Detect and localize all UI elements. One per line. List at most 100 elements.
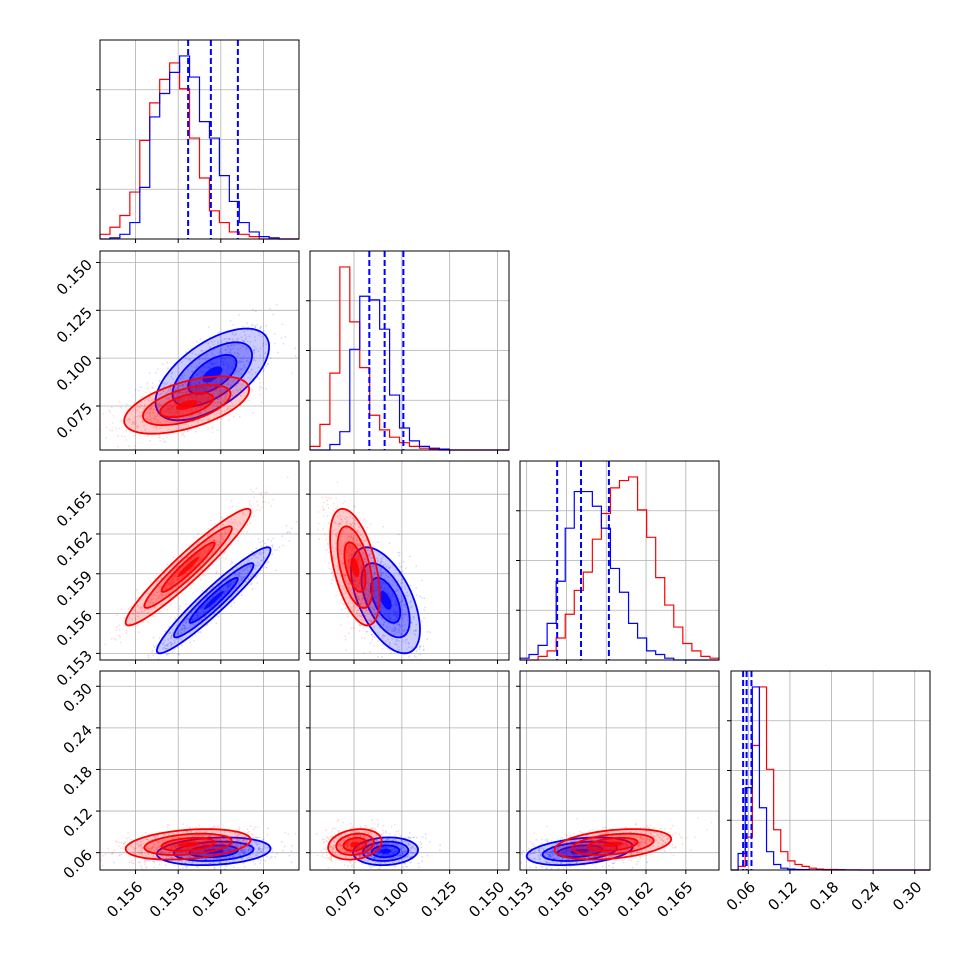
sample-point <box>111 638 113 640</box>
sample-point <box>263 838 265 840</box>
sample-point <box>253 496 255 498</box>
sample-point <box>216 430 218 432</box>
sample-point <box>415 656 417 658</box>
sample-point <box>152 654 154 656</box>
sample-point <box>287 476 289 478</box>
sample-point <box>179 606 181 608</box>
sample-point <box>102 865 104 867</box>
sample-point <box>262 540 264 542</box>
sample-point <box>230 563 232 565</box>
joint-plot-area <box>100 671 299 871</box>
sample-point <box>154 861 156 863</box>
sample-point <box>152 649 154 651</box>
sample-point <box>113 862 115 864</box>
sample-point <box>157 368 159 370</box>
sample-point <box>138 631 140 633</box>
sample-point <box>261 546 263 548</box>
sample-point <box>270 357 272 359</box>
sample-point <box>266 856 268 858</box>
sample-point <box>255 576 257 578</box>
sample-point <box>261 494 263 496</box>
sample-point <box>260 394 262 396</box>
sample-point <box>210 519 212 521</box>
sample-point <box>221 517 223 519</box>
sample-point <box>250 489 252 491</box>
sample-point <box>418 649 420 651</box>
sample-point <box>140 386 142 388</box>
sample-point <box>108 409 110 411</box>
sample-point <box>259 541 261 543</box>
sample-point <box>277 549 279 551</box>
sample-point <box>221 418 223 420</box>
sample-point <box>120 642 122 644</box>
sample-point <box>174 618 176 620</box>
sample-point <box>282 545 284 547</box>
sample-point <box>272 314 274 316</box>
sample-point <box>276 853 278 855</box>
sample-point <box>222 556 224 558</box>
sample-point <box>213 826 215 828</box>
sample-point <box>153 646 155 648</box>
sample-point <box>208 428 210 430</box>
sample-point <box>419 654 421 656</box>
histogram-series-b <box>731 687 930 870</box>
sample-point <box>208 568 210 570</box>
sample-point <box>174 864 176 866</box>
sample-point <box>127 608 129 610</box>
sample-point <box>107 848 109 850</box>
sample-point <box>254 325 256 327</box>
sample-point <box>250 516 252 518</box>
sample-point <box>166 362 168 364</box>
sample-point <box>256 324 258 326</box>
sample-point <box>283 343 285 345</box>
sample-point <box>231 500 233 502</box>
sample-point <box>179 608 181 610</box>
sample-point <box>281 841 283 843</box>
sample-point <box>173 649 175 651</box>
sample-point <box>294 348 296 350</box>
sample-point <box>286 525 288 527</box>
sample-point <box>328 551 330 553</box>
sample-point <box>196 341 198 343</box>
sample-point <box>246 531 248 533</box>
sample-point <box>266 834 268 836</box>
sample-point <box>215 622 217 624</box>
sample-point <box>239 416 241 418</box>
sample-point <box>291 372 293 374</box>
sample-point <box>133 862 135 864</box>
sample-point <box>423 609 425 611</box>
sample-point <box>202 590 204 592</box>
sample-point <box>246 322 248 324</box>
sample-point <box>216 571 218 573</box>
sample-point <box>277 352 279 354</box>
sample-point <box>279 546 281 548</box>
sample-point <box>254 826 256 828</box>
sample-point <box>416 650 418 652</box>
sample-point <box>195 431 197 433</box>
sample-point <box>109 411 111 413</box>
sample-point <box>182 867 184 869</box>
sample-point <box>200 579 202 581</box>
sample-point <box>253 516 255 518</box>
sample-point <box>111 406 113 408</box>
sample-point <box>263 330 265 332</box>
sample-point <box>126 429 128 431</box>
sample-point <box>115 840 117 842</box>
sample-point <box>274 333 276 335</box>
sample-point <box>159 637 161 639</box>
sample-point <box>182 433 184 435</box>
sample-point <box>295 355 297 357</box>
sample-point <box>125 439 127 441</box>
sample-point <box>228 414 230 416</box>
sample-point <box>167 367 169 369</box>
sample-point <box>353 627 355 629</box>
sample-point <box>270 540 272 542</box>
sample-point <box>121 842 123 844</box>
sample-point <box>256 509 258 511</box>
sample-point <box>285 336 287 338</box>
sample-point <box>155 653 157 655</box>
sample-point <box>119 854 121 856</box>
sample-point <box>140 861 142 863</box>
sample-point <box>153 637 155 639</box>
